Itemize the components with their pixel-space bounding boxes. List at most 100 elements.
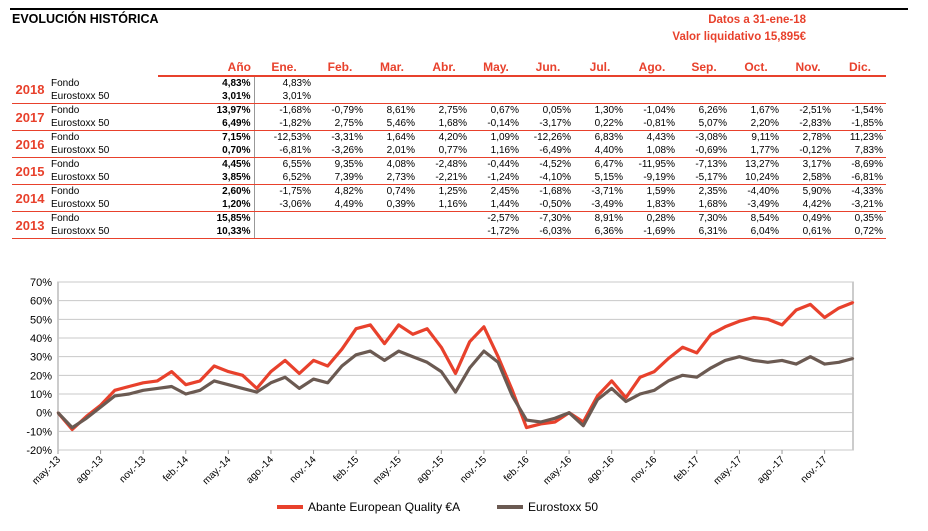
table-row: 2015 Fondo 4,45% 6,55% 9,35% 4,08% -2,48% -0,44… [12,157,886,185]
data-point-fund [667,357,670,360]
data-point-fund [851,301,855,304]
data-point-fund [454,372,457,375]
y-tick-label: -20% [26,445,52,457]
data-point-index [411,355,415,358]
month-return-cell [678,76,730,90]
month-return-cell: 2,35% [698,186,727,197]
month-return-cell [418,76,470,90]
data-point-fund [738,320,741,323]
month-return-cell: -0,69% [678,144,730,158]
date-line: Datos a 31-ene-18 [708,14,806,26]
legend-swatch-fund [277,505,303,509]
row-label: Eurostoxx 50 [48,144,158,158]
month-return-cell: -0,12% [782,144,834,158]
month-return-cell: -3,21% [834,198,886,212]
year-total-cell: 4,45% [158,157,255,171]
data-point-index [610,387,613,390]
returns-table: Año Ene. Feb. Mar. Abr. May. Jun. Jul. Ago. Sep. O… [12,60,886,239]
year-cell: 2018 [12,76,48,104]
month-return-cell: -3,49% [574,198,626,212]
month-return-cell: 0,22% [574,117,626,131]
data-point-fund [780,323,784,327]
month-return-cell: -9,19% [626,171,678,185]
data-point-fund [184,383,187,386]
month-return-cell [522,90,574,104]
data-point-fund [837,306,841,310]
month-return-cell: 1,64% [386,132,415,143]
data-point-index [823,362,826,366]
data-point-index [127,392,131,396]
month-return-cell: -7,13% [695,159,727,170]
x-tick-label: may.-14 [201,454,234,487]
data-point-index [709,366,713,370]
data-point-index [553,417,557,420]
x-tick-label: feb.-14 [161,454,191,484]
month-return-cell: 0,49% [802,213,831,224]
data-point-index [724,359,727,362]
month-return-cell: 6,26% [698,105,727,116]
month-return-cell: -4,33% [851,186,883,197]
data-point-fund [411,333,415,336]
y-tick-label: 0% [36,408,52,420]
data-point-fund [354,327,358,330]
year-total-cell: 3,01% [158,90,255,104]
x-tick-label: nov.-17 [799,454,830,485]
table-row: Eurostoxx 50 3,85% 6,52% 7,39% 2,73% -2,21% -1… [12,171,886,185]
chart-area: -20% -10% 0% 10% 20% 30% 40% 50% 60% 70% may.-13 ag… [0,268,928,526]
x-tick-label: nov.-16 [629,454,660,485]
month-return-cell [314,212,366,226]
data-point-fund [596,394,599,398]
month-return-cell [730,90,782,104]
month-return-cell [418,225,470,239]
table-header-row: Año Ene. Feb. Mar. Abr. May. Jun. Jul. Ago. Sep. O… [12,60,886,77]
data-point-index [837,361,841,364]
month-return-cell: -4,10% [522,171,574,185]
year-total-cell: 10,33% [158,225,255,239]
data-point-index [198,389,202,392]
month-return-cell: 1,68% [418,117,470,131]
value-line: Valor liquidativo 15,895€ [672,31,806,43]
x-tick-label: nov.-13 [117,454,148,485]
row-label: Eurostoxx 50 [48,117,158,131]
data-point-fund [383,342,386,345]
data-point-fund [113,389,116,392]
month-return-cell: -0,50% [522,198,574,212]
month-return-cell: -3,31% [331,132,363,143]
month-return-cell: -1,68% [539,186,571,197]
data-point-fund [553,420,557,424]
month-return-cell: -3,49% [730,198,782,212]
month-return-cell: 2,01% [366,144,418,158]
month-return-cell: -3,71% [591,186,623,197]
month-return-cell: -2,51% [799,105,831,116]
x-tick-label: may.-16 [541,454,574,487]
month-return-cell [254,225,314,239]
table-row: Eurostoxx 50 1,20% -3,06% 4,49% 0,39% 1,16% 1,… [12,198,886,212]
month-return-cell: 0,39% [366,198,418,212]
data-point-index [482,349,486,353]
month-return-cell: 6,36% [574,225,626,239]
data-point-index [468,366,471,370]
data-point-fund [653,370,656,373]
month-return-cell: -6,49% [522,144,574,158]
y-tick-label: 40% [30,333,52,345]
month-return-cell: -12,53% [273,132,311,143]
data-point-index [383,359,386,362]
month-return-cell: -3,06% [254,198,314,212]
month-return-cell: -1,72% [470,225,522,239]
month-return-cell: -3,26% [314,144,366,158]
data-point-index [454,390,457,394]
data-point-fund [695,351,699,355]
table-row: 2014 Fondo 2,60% -1,75% 4,82% 0,74% 1,25% 2,45%… [12,184,886,212]
month-return-cell: 6,04% [730,225,782,239]
x-tick-label: may.-15 [371,454,404,487]
legend-label-index: Eurostoxx 50 [528,500,599,514]
month-return-cell: -1,75% [279,186,311,197]
month-return-cell: -1,69% [626,225,678,239]
month-return-cell: -0,81% [626,117,678,131]
data-point-index [85,417,88,420]
x-tick-label: nov.-14 [288,454,319,485]
data-point-fund [298,372,301,375]
data-point-fund [170,370,173,373]
data-point-fund [468,340,471,343]
y-tick-label: 70% [30,277,52,289]
